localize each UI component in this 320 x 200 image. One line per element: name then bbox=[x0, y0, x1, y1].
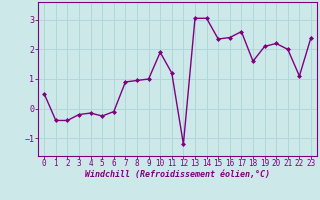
X-axis label: Windchill (Refroidissement éolien,°C): Windchill (Refroidissement éolien,°C) bbox=[85, 170, 270, 179]
